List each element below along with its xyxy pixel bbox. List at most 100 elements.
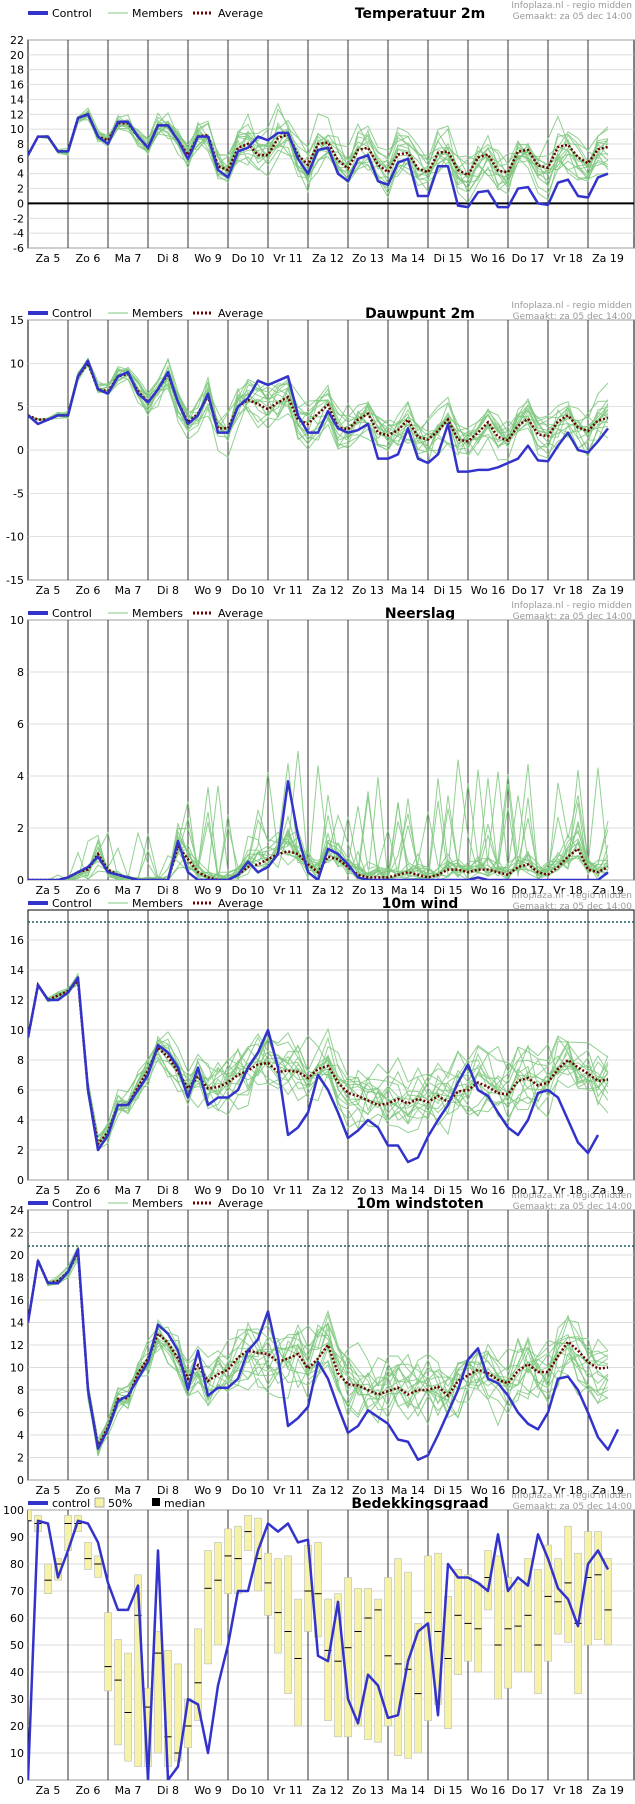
day-label: Wo 9 bbox=[194, 1484, 221, 1497]
band-box bbox=[194, 1628, 202, 1721]
day-label: Ma 14 bbox=[391, 584, 425, 597]
y-tick-label: 10 bbox=[10, 614, 24, 627]
day-label: Di 8 bbox=[157, 1184, 179, 1197]
y-tick-label: 0 bbox=[17, 1474, 24, 1487]
y-tick-label: -5 bbox=[13, 487, 24, 500]
day-label: Vr 11 bbox=[273, 1484, 303, 1497]
day-label: Vr 11 bbox=[273, 584, 303, 597]
made-label: Gemaakt: za 05 dec 14:00 bbox=[513, 612, 633, 622]
legend-label-average: Average bbox=[218, 607, 263, 620]
plot-frame bbox=[27, 909, 635, 1181]
source-label: Infoplaza.nl - regio midden bbox=[511, 1, 632, 11]
day-label: Zo 6 bbox=[76, 584, 101, 597]
day-label: Do 10 bbox=[232, 584, 265, 597]
band-box bbox=[444, 1596, 452, 1730]
band-box bbox=[504, 1577, 512, 1689]
y-tick-label: 16 bbox=[10, 934, 24, 947]
band-box bbox=[534, 1569, 542, 1694]
band-box bbox=[464, 1574, 472, 1662]
band-box bbox=[84, 1542, 92, 1570]
band-box bbox=[274, 1558, 282, 1654]
series-member bbox=[28, 107, 609, 201]
day-label: Di 8 bbox=[157, 884, 179, 897]
day-label: Za 5 bbox=[36, 1484, 61, 1497]
day-label: Wo 16 bbox=[471, 1484, 505, 1497]
legend-swatch-median bbox=[152, 1498, 160, 1506]
y-tick-label: 6 bbox=[17, 718, 24, 731]
y-tick-label: 4 bbox=[17, 168, 24, 181]
plot-area bbox=[28, 102, 609, 209]
series-member bbox=[28, 763, 609, 880]
day-label: Za 5 bbox=[36, 884, 61, 897]
legend-label-average: Average bbox=[218, 897, 263, 910]
day-label: Do 10 bbox=[232, 252, 265, 265]
band-box bbox=[594, 1531, 602, 1640]
band-box bbox=[264, 1552, 272, 1616]
y-tick-label: 20 bbox=[10, 1249, 24, 1262]
y-tick-label: -2 bbox=[13, 212, 24, 225]
y-tick-label: -4 bbox=[13, 227, 24, 240]
day-label: Vr 18 bbox=[553, 1784, 583, 1797]
day-label: Do 17 bbox=[512, 584, 545, 597]
band-box bbox=[394, 1558, 402, 1756]
day-label: Za 12 bbox=[312, 252, 344, 265]
y-tick-label: 0 bbox=[17, 444, 24, 457]
series-member bbox=[28, 111, 609, 186]
series-member bbox=[28, 1244, 609, 1452]
y-tick-label: 2 bbox=[17, 1144, 24, 1157]
y-tick-label: 10 bbox=[10, 1362, 24, 1375]
series-member bbox=[28, 115, 609, 185]
band-box bbox=[364, 1588, 372, 1740]
day-label: Za 19 bbox=[592, 1184, 624, 1197]
panel-gust: Control Members Average 10m windstoten Infop… bbox=[10, 1191, 635, 1497]
band-box bbox=[424, 1555, 432, 1721]
day-label: Di 8 bbox=[157, 1484, 179, 1497]
y-tick-label: 15 bbox=[10, 314, 24, 327]
day-label: Zo 13 bbox=[352, 1484, 384, 1497]
day-label: Wo 9 bbox=[194, 1784, 221, 1797]
day-label: Vr 18 bbox=[553, 884, 583, 897]
made-label: Gemaakt: za 05 dec 14:00 bbox=[513, 902, 633, 912]
day-label: Do 17 bbox=[512, 252, 545, 265]
y-tick-label: 14 bbox=[10, 964, 24, 977]
day-label: Zo 13 bbox=[352, 1184, 384, 1197]
band-box bbox=[474, 1582, 482, 1673]
series-member bbox=[28, 360, 609, 453]
series-member bbox=[28, 982, 609, 1148]
day-label: Za 19 bbox=[592, 584, 624, 597]
panel-wind: Control Members Average 10m wind Infoplaza.n… bbox=[10, 891, 635, 1197]
day-label: Wo 9 bbox=[194, 884, 221, 897]
series-member bbox=[28, 362, 609, 455]
source-label: Infoplaza.nl - regio midden bbox=[511, 1191, 632, 1201]
band-box bbox=[564, 1525, 572, 1643]
day-label: Di 15 bbox=[433, 1184, 462, 1197]
band-box bbox=[514, 1582, 522, 1673]
panel-cloud: control 50% median Bedekkingsgraad Infoplaza… bbox=[3, 1491, 635, 1797]
day-label: Ma 7 bbox=[115, 1484, 142, 1497]
day-label: Wo 16 bbox=[471, 1184, 505, 1197]
y-tick-label: 6 bbox=[17, 153, 24, 166]
series-average bbox=[28, 1246, 609, 1451]
day-label: Wo 16 bbox=[471, 252, 505, 265]
y-tick-label: 10 bbox=[10, 1747, 24, 1760]
legend-label-members: Members bbox=[132, 7, 183, 20]
day-label: Vr 11 bbox=[273, 252, 303, 265]
day-label: Vr 18 bbox=[553, 584, 583, 597]
chart-title: 10m windstoten bbox=[356, 1196, 483, 1212]
y-tick-label: 50 bbox=[10, 1639, 24, 1652]
y-tick-label: 2 bbox=[17, 183, 24, 196]
made-label: Gemaakt: za 05 dec 14:00 bbox=[513, 312, 633, 322]
series-member bbox=[28, 112, 609, 184]
band-box bbox=[44, 1563, 52, 1595]
day-label: Do 17 bbox=[512, 884, 545, 897]
day-label: Vr 18 bbox=[553, 1184, 583, 1197]
made-label: Gemaakt: za 05 dec 14:00 bbox=[513, 1502, 633, 1512]
plot-area bbox=[28, 1244, 620, 1461]
series-control bbox=[28, 1519, 610, 1780]
y-tick-label: 0 bbox=[17, 197, 24, 210]
made-label: Gemaakt: za 05 dec 14:00 bbox=[513, 1202, 633, 1212]
y-tick-label: 14 bbox=[10, 93, 24, 106]
day-label: Ma 14 bbox=[391, 1784, 425, 1797]
band-box bbox=[114, 1639, 122, 1746]
